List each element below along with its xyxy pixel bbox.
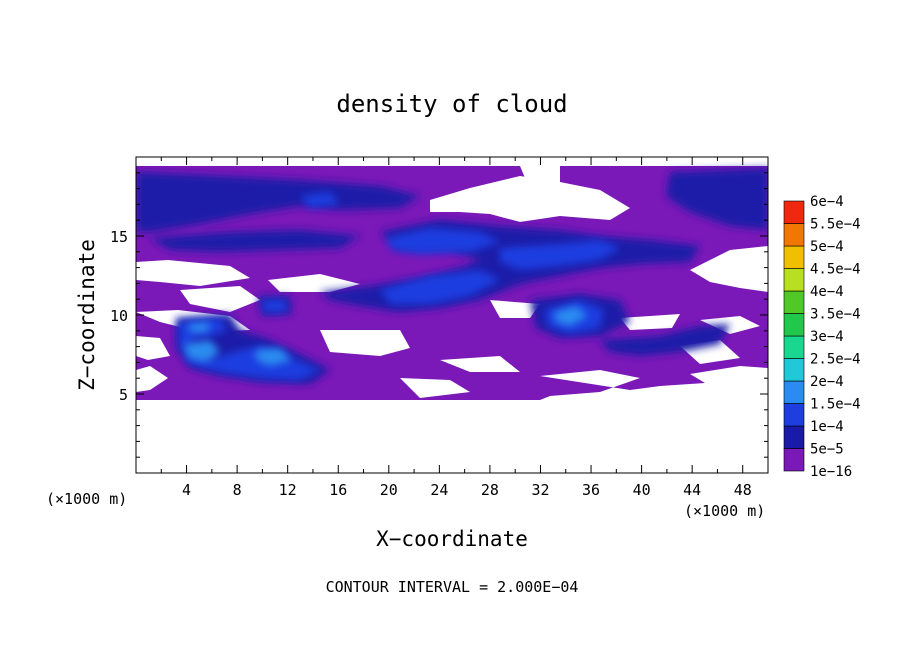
plot-area (136, 157, 768, 473)
y-tick-label: 15 (110, 228, 128, 246)
x-axis-ticks: 4 8 12 16 20 24 28 32 36 40 44 48 (160, 157, 752, 499)
colorbar-level-label: 3.5e−4 (810, 307, 861, 323)
cloud-region (500, 240, 620, 270)
colorbar-swatch (783, 358, 805, 382)
clear-patch (136, 366, 168, 392)
clear-air-patches (136, 166, 768, 400)
y-axis-ticks: 5 10 15 (110, 172, 768, 458)
cloud-region (554, 306, 588, 326)
colorbar-level-label: 1.5e−4 (810, 397, 861, 413)
colorbar-swatch (783, 290, 805, 314)
colorbar-swatch (783, 380, 805, 404)
x-tick-label: 48 (734, 481, 752, 499)
clear-patch (440, 356, 520, 372)
y-unit-label: (×1000 m) (46, 490, 127, 508)
clear-patch (400, 378, 470, 398)
cloud-region (184, 340, 220, 362)
colorbar-level-label: 5e−4 (810, 239, 844, 255)
colorbar-swatch (783, 313, 805, 337)
clear-patch (700, 316, 760, 334)
colorbar-swatch (783, 403, 805, 427)
colorbar-swatch (783, 200, 805, 224)
colorbar-swatch (783, 335, 805, 359)
colorbar-level-label: 2e−4 (810, 374, 844, 390)
colorbar-swatch (783, 245, 805, 269)
colorbar-level-label: 5.5e−4 (810, 217, 861, 233)
clear-patch (540, 370, 768, 400)
chart-title: density of cloud (336, 90, 567, 118)
clear-patch (320, 330, 410, 356)
x-tick-label: 44 (683, 481, 701, 499)
clear-patch (136, 260, 250, 286)
x-tick-label: 24 (430, 481, 448, 499)
clear-patch (490, 300, 540, 318)
clear-patch (690, 246, 768, 292)
clear-patch (430, 176, 630, 222)
x-tick-label: 16 (329, 481, 347, 499)
colorbar-level-label: 4.5e−4 (810, 262, 861, 278)
colorbar-swatch (783, 223, 805, 247)
x-tick-label: 36 (582, 481, 600, 499)
cloud-region (136, 172, 420, 232)
colorbar-swatch (783, 268, 805, 292)
clear-patch (136, 336, 170, 360)
y-tick-label: 5 (119, 386, 128, 404)
cloud-region (386, 228, 500, 254)
cloud-region (300, 192, 340, 208)
x-axis-label: X−coordinate (376, 527, 528, 551)
cloud-layer-1.5e-4 (184, 306, 588, 366)
colorbar-level-label: 3e−4 (810, 329, 844, 345)
colorbar-level-label: 1e−16 (810, 464, 852, 480)
cloud-region (666, 168, 768, 230)
contour-interval-note: CONTOUR INTERVAL = 2.000E−04 (326, 578, 579, 596)
cloud-region (178, 318, 320, 380)
y-axis-label: Z−coordinate (75, 239, 99, 391)
clear-patch (268, 274, 360, 292)
colorbar-level-label: 1e−4 (810, 419, 844, 435)
cloud-region (150, 230, 360, 252)
x-tick-label: 40 (633, 481, 651, 499)
x-tick-label: 4 (182, 481, 191, 499)
colorbar-level-label: 5e−5 (810, 442, 844, 458)
clear-patch (520, 166, 560, 186)
clear-patch (690, 366, 768, 386)
y-tick-label: 10 (110, 307, 128, 325)
colorbar-swatch (783, 448, 805, 472)
cloud-region (188, 322, 210, 332)
clear-patch (180, 286, 260, 312)
x-tick-label: 8 (233, 481, 242, 499)
cloud-region (262, 300, 286, 312)
clear-patch (620, 314, 680, 330)
x-tick-label: 20 (380, 481, 398, 499)
x-tick-label: 28 (481, 481, 499, 499)
cloud-region (600, 324, 730, 356)
x-unit-label: (×1000 m) (684, 502, 765, 520)
colorbar-level-label: 4e−4 (810, 284, 844, 300)
x-tick-label: 12 (279, 481, 297, 499)
cloud-region (380, 270, 500, 304)
colorbar-swatch (783, 425, 805, 449)
cloud-region (256, 348, 292, 366)
colorbar-level-label: 6e−4 (810, 194, 844, 210)
colorbar: 1e−16 5e−5 1e−4 1.5e−4 2e−4 2.5e−4 3e−4 3.5e−4 4… (783, 194, 861, 480)
x-tick-label: 32 (531, 481, 549, 499)
colorbar-level-label: 2.5e−4 (810, 352, 861, 368)
